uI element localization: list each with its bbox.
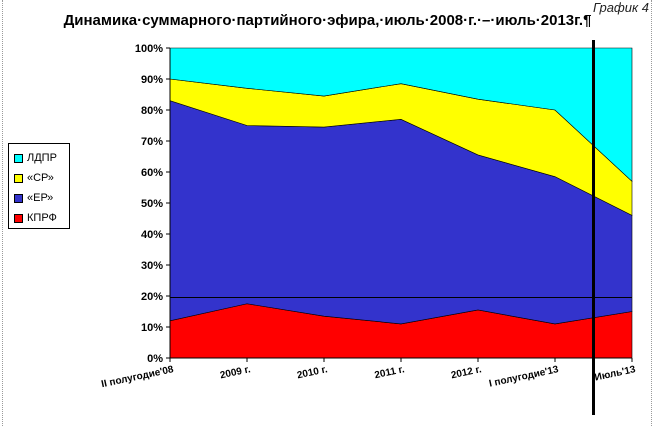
y-tick-label: 60%: [141, 167, 163, 179]
y-tick-label: 90%: [141, 74, 163, 86]
x-tick-label: Июль'13: [594, 364, 637, 383]
y-tick-label: 0%: [147, 353, 163, 365]
x-tick-label: I полугодие'13: [488, 364, 560, 390]
y-tick-label: 20%: [141, 291, 163, 303]
legend-label: «СР»: [27, 172, 54, 184]
page-left-border: [2, 0, 4, 426]
legend-swatch: [14, 193, 23, 203]
y-tick-label: 10%: [141, 322, 163, 334]
legend-swatch: [14, 153, 23, 163]
x-tick-label: II полугодие'08: [100, 364, 175, 390]
legend: ЛДПР «СР» «ЕР» КПРФ: [8, 143, 70, 229]
legend-label: ЛДПР: [27, 152, 57, 164]
legend-item: «ЕР»: [14, 188, 69, 208]
y-tick-label: 80%: [141, 105, 163, 117]
y-tick-label: 50%: [141, 198, 163, 210]
legend-label: КПРФ: [27, 212, 57, 224]
plot-area: 0% 10% 20% 30% 40% 50% 60% 70% 80% 90% 100% II полу…: [100, 40, 637, 415]
y-tick-label: 40%: [141, 229, 163, 241]
legend-swatch: [14, 213, 23, 223]
legend-swatch: [14, 173, 23, 183]
x-tick-label: 2009 г.: [219, 364, 252, 381]
area-series-3: [169, 47, 633, 182]
x-tick-label: 2011 г.: [374, 364, 406, 381]
y-tick-label: 30%: [141, 260, 163, 272]
y-tick-label: 100%: [135, 43, 163, 55]
y-tick-label: 70%: [141, 136, 163, 148]
figure-number-label: График 4: [592, 0, 649, 15]
page-right-border: [651, 0, 653, 426]
legend-label: «ЕР»: [27, 192, 54, 204]
legend-item: КПРФ: [14, 208, 69, 228]
x-tick-label: 2012 г.: [450, 364, 483, 381]
legend-item: ЛДПР: [14, 148, 69, 168]
legend-item: «СР»: [14, 168, 69, 188]
chart-title: Динамика·суммарного·партийного·эфира,·ию…: [63, 12, 592, 29]
x-tick-label: 2010 г.: [296, 364, 329, 381]
